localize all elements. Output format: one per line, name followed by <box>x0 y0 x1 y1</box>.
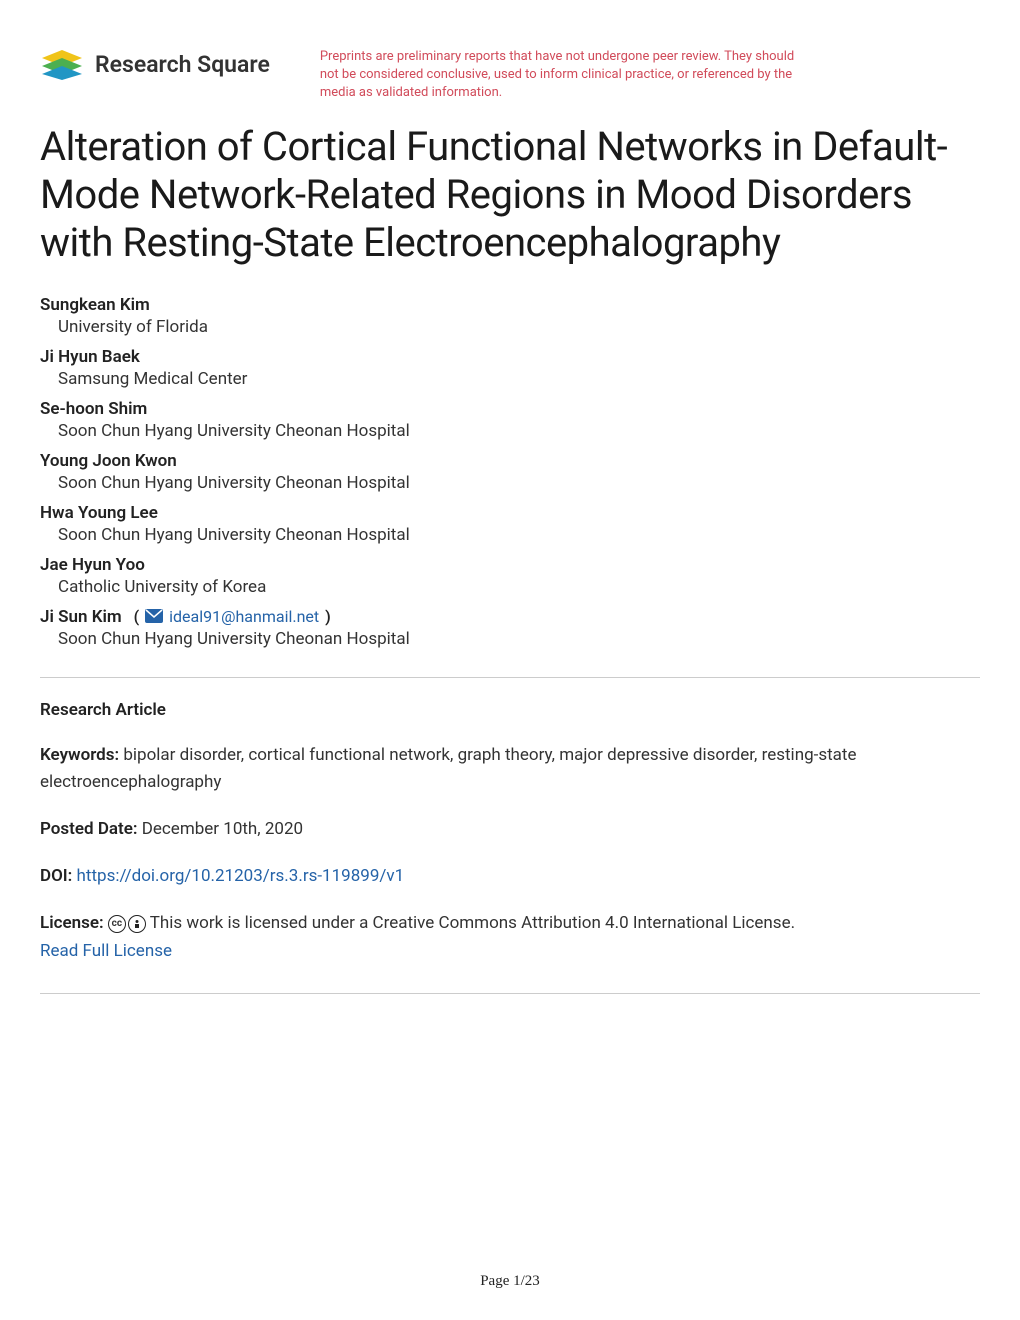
posted-date-label: Posted Date: <box>40 819 138 839</box>
author-affiliation: Samsung Medical Center <box>40 369 980 389</box>
authors-list: Sungkean Kim University of Florida Ji Hy… <box>40 295 980 649</box>
posted-date-line: Posted Date: December 10th, 2020 <box>40 816 980 843</box>
preprint-disclaimer: Preprints are preliminary reports that h… <box>320 48 800 103</box>
corresponding-email-link[interactable]: ideal91@hanmail.net <box>169 607 319 626</box>
posted-date-text: December 10th, 2020 <box>142 819 303 839</box>
author-name: Jae Hyun Yoo <box>40 555 145 575</box>
author-affiliation: Soon Chun Hyang University Cheonan Hospi… <box>40 421 980 441</box>
author-name: Se-hoon Shim <box>40 399 147 419</box>
author-block: Hwa Young Lee Soon Chun Hyang University… <box>40 503 980 545</box>
author-block: Se-hoon Shim Soon Chun Hyang University … <box>40 399 980 441</box>
corresponding-author-block: Ji Sun Kim ( ideal91@hanmail.net ) Soon … <box>40 607 980 649</box>
research-square-logo-icon <box>40 48 85 80</box>
author-block: Sungkean Kim University of Florida <box>40 295 980 337</box>
corresponding-author-name: Ji Sun Kim <box>40 607 122 627</box>
doi-label: DOI: <box>40 866 72 886</box>
author-name: Hwa Young Lee <box>40 503 158 523</box>
cc-icon: cc <box>108 915 126 933</box>
author-name: Ji Hyun Baek <box>40 347 140 367</box>
author-name: Sungkean Kim <box>40 295 150 315</box>
paren-close: ) <box>325 607 331 626</box>
author-block: Ji Hyun Baek Samsung Medical Center <box>40 347 980 389</box>
license-label: License: <box>40 913 104 933</box>
by-icon <box>128 915 146 933</box>
header-row: Research Square Preprints are preliminar… <box>40 48 980 103</box>
keywords-label: Keywords: <box>40 745 119 765</box>
license-link[interactable]: Read Full License <box>40 941 172 961</box>
license-line: License: cc This work is licensed under … <box>40 910 980 964</box>
corresponding-author-affiliation: Soon Chun Hyang University Cheonan Hospi… <box>40 629 980 649</box>
divider <box>40 993 980 994</box>
author-block: Young Joon Kwon Soon Chun Hyang Universi… <box>40 451 980 493</box>
license-text: This work is licensed under a Creative C… <box>150 913 795 933</box>
keywords-text: bipolar disorder, cortical functional ne… <box>40 745 857 792</box>
logo-text: Research Square <box>95 51 270 78</box>
author-affiliation: Soon Chun Hyang University Cheonan Hospi… <box>40 525 980 545</box>
author-affiliation: University of Florida <box>40 317 980 337</box>
paren-open: ( <box>126 607 140 626</box>
author-affiliation: Soon Chun Hyang University Cheonan Hospi… <box>40 473 980 493</box>
cc-icons: cc <box>108 915 146 933</box>
author-affiliation: Catholic University of Korea <box>40 577 980 597</box>
article-type-label: Research Article <box>40 700 980 720</box>
page-indicator: Page 1/23 <box>480 1273 540 1290</box>
email-icon <box>145 609 163 623</box>
article-title: Alteration of Cortical Functional Networ… <box>40 123 980 267</box>
keywords-line: Keywords: bipolar disorder, cortical fun… <box>40 742 980 796</box>
logo-section: Research Square <box>40 48 270 80</box>
divider <box>40 677 980 678</box>
corresponding-email-wrapper: ( ideal91@hanmail.net ) <box>126 607 331 626</box>
author-name: Young Joon Kwon <box>40 451 177 471</box>
doi-line: DOI: https://doi.org/10.21203/rs.3.rs-11… <box>40 863 980 890</box>
author-block: Jae Hyun Yoo Catholic University of Kore… <box>40 555 980 597</box>
doi-link[interactable]: https://doi.org/10.21203/rs.3.rs-119899/… <box>77 866 405 886</box>
